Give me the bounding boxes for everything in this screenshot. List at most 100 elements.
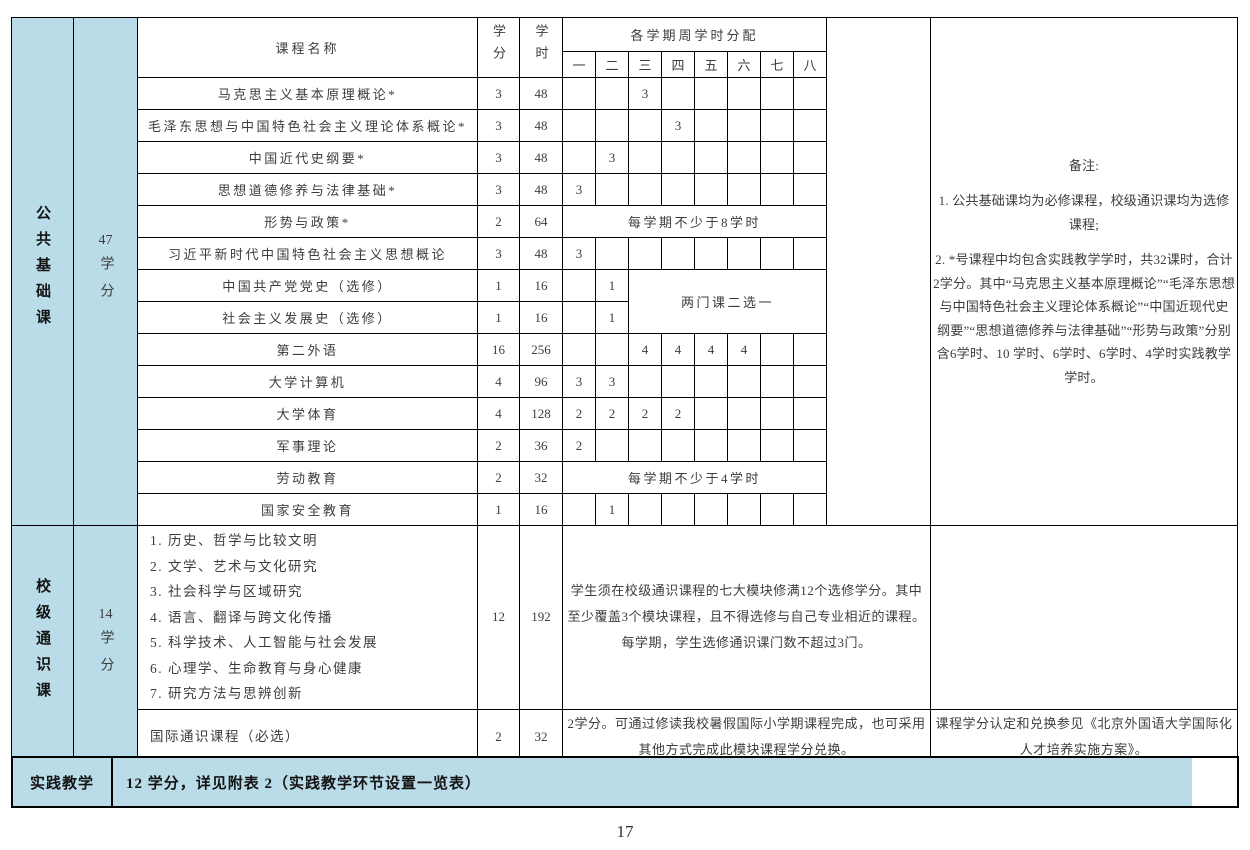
course-name: 中国近代史纲要* [137,141,478,174]
general-ed-modules-cell: 1. 历史、哲学与比较文明 2. 文学、艺术与文化研究 3. 社会科学与区域研究… [137,525,478,710]
course-name: 中国共产党党史（选修） [137,269,478,302]
course-name: 大学体育 [137,397,478,430]
sem-cell [694,493,728,526]
sem-cell [694,77,728,110]
course-name: 军事理论 [137,429,478,462]
section-general-category-cell: 校级通识课 [11,525,74,766]
sem-cell [628,237,662,270]
course-name: 毛泽东思想与中国特色社会主义理论体系概论* [137,109,478,142]
general-ed-row-modules: 校级通识课 14 学分 1. 历史、哲学与比较文明 2. 文学、艺术与文化研究 … [11,525,1238,766]
course-hours: 96 [519,365,563,398]
sem-cell [760,429,794,462]
sem-cell [661,365,695,398]
sem-cell [793,365,827,398]
header-semester-distribution: 各学期周学时分配 [562,17,827,52]
course-credits: 1 [477,269,520,302]
header-row-semesters: 一 二 三 四 五 六 七 八 [12,51,1238,78]
header-row-1: 公共基础课 47 学分 课程名称 学分 学时 各学期周学时分配 备注: 1. 公… [11,17,1238,526]
course-name: 形势与政策* [137,205,478,238]
course-credits: 4 [477,397,520,430]
course-hours: 48 [519,173,563,206]
sem-cell [595,173,629,206]
semester-span-note: 每学期不少于8学时 [562,205,827,238]
sem-cell [562,77,596,110]
sem-cell [727,77,761,110]
course-credits: 3 [477,173,520,206]
table-row: 军事理论 2 36 2 [12,429,1238,462]
table-row: 中国共产党党史（选修） 1 16 1 两门课二选一 [12,269,1238,334]
section-general-credits-cell: 14 学分 [73,525,138,766]
sem-cell [793,429,827,462]
sem-cell [760,173,794,206]
sem-cell [661,173,695,206]
sem-cell: 2 [562,429,596,462]
section-general-total-credits: 14 [98,606,113,622]
course-hours: 48 [519,109,563,142]
course-credits: 2 [477,429,520,462]
section-public-category-cell: 公共基础课 [11,17,74,526]
page-number: 17 [616,822,634,841]
module-item: 1. 历史、哲学与比较文明 [150,533,318,548]
header-sem-3: 三 [628,51,662,78]
course-credits: 2 [477,461,520,494]
remarks-title: 备注: [1068,157,1100,173]
practice-teaching-desc: 12 学分，详见附表 2（实践教学环节设置一览表） [113,758,1192,806]
course-credits: 2 [477,205,520,238]
semester-span-note: 每学期不少于4学时 [562,461,827,494]
table-row: 国家安全教育 1 16 1 [12,493,1238,526]
sem-cell [760,493,794,526]
section-public-credits-cell: 47 学分 [73,17,138,526]
band-spacer [1192,758,1237,806]
course-credits: 1 [477,493,520,526]
sem-cell [661,141,695,174]
course-name: 社会主义发展史（选修） [137,301,478,334]
sem-cell: 4 [628,333,662,366]
sem-cell [727,109,761,142]
course-hours: 16 [519,269,563,302]
sem-cell [760,333,794,366]
header-course-name: 课程名称 [137,17,478,78]
table-row: 大学计算机 4 96 3 3 [12,365,1238,398]
course-name: 习近平新时代中国特色社会主义思想概论 [137,237,478,270]
course-hours: 128 [519,397,563,430]
sem-cell [562,141,596,174]
sem-cell [727,429,761,462]
section-general-credits-unit: 学分 [98,629,114,684]
header-sem-7: 七 [760,51,794,78]
sem-cell [727,173,761,206]
sem-cell [562,301,596,334]
sem-cell [628,141,662,174]
practice-teaching-band: 实践教学 12 学分，详见附表 2（实践教学环节设置一览表） [11,756,1239,808]
sem-cell [760,77,794,110]
sem-cell [793,141,827,174]
sem-cell: 2 [661,397,695,430]
course-hours: 32 [519,461,563,494]
sem-cell [793,109,827,142]
sem-cell [628,493,662,526]
course-credits: 1 [477,301,520,334]
section-public-credits-unit: 学分 [98,256,114,310]
course-credits: 3 [477,237,520,270]
sem-cell [628,173,662,206]
remarks-item-1: 1. 公共基础课均为必修课程，校级通识课均为选修课程; [938,193,1230,232]
sem-cell [793,237,827,270]
sem-cell [793,493,827,526]
practice-teaching-label: 实践教学 [13,758,113,806]
choose-one-note: 两门课二选一 [628,269,827,334]
sem-cell: 3 [562,237,596,270]
course-name: 马克思主义基本原理概论* [137,77,478,110]
sem-cell [727,141,761,174]
remarks-item-2: 2. *号课程中均包含实践教学学时，共32课时，合计2学分。其中“马克思主义基本… [933,252,1235,385]
header-sem-6: 六 [727,51,761,78]
curriculum-table: 公共基础课 47 学分 课程名称 学分 学时 各学期周学时分配 备注: 1. 公… [11,17,1238,766]
sem-cell: 2 [562,397,596,430]
header-sem-4: 四 [661,51,695,78]
sem-cell [562,493,596,526]
module-item: 2. 文学、艺术与文化研究 [150,558,318,574]
sem-cell [595,429,629,462]
course-credits: 16 [477,333,520,366]
sem-cell [727,237,761,270]
course-name: 第二外语 [137,333,478,366]
sem-cell [595,237,629,270]
sem-cell [694,141,728,174]
